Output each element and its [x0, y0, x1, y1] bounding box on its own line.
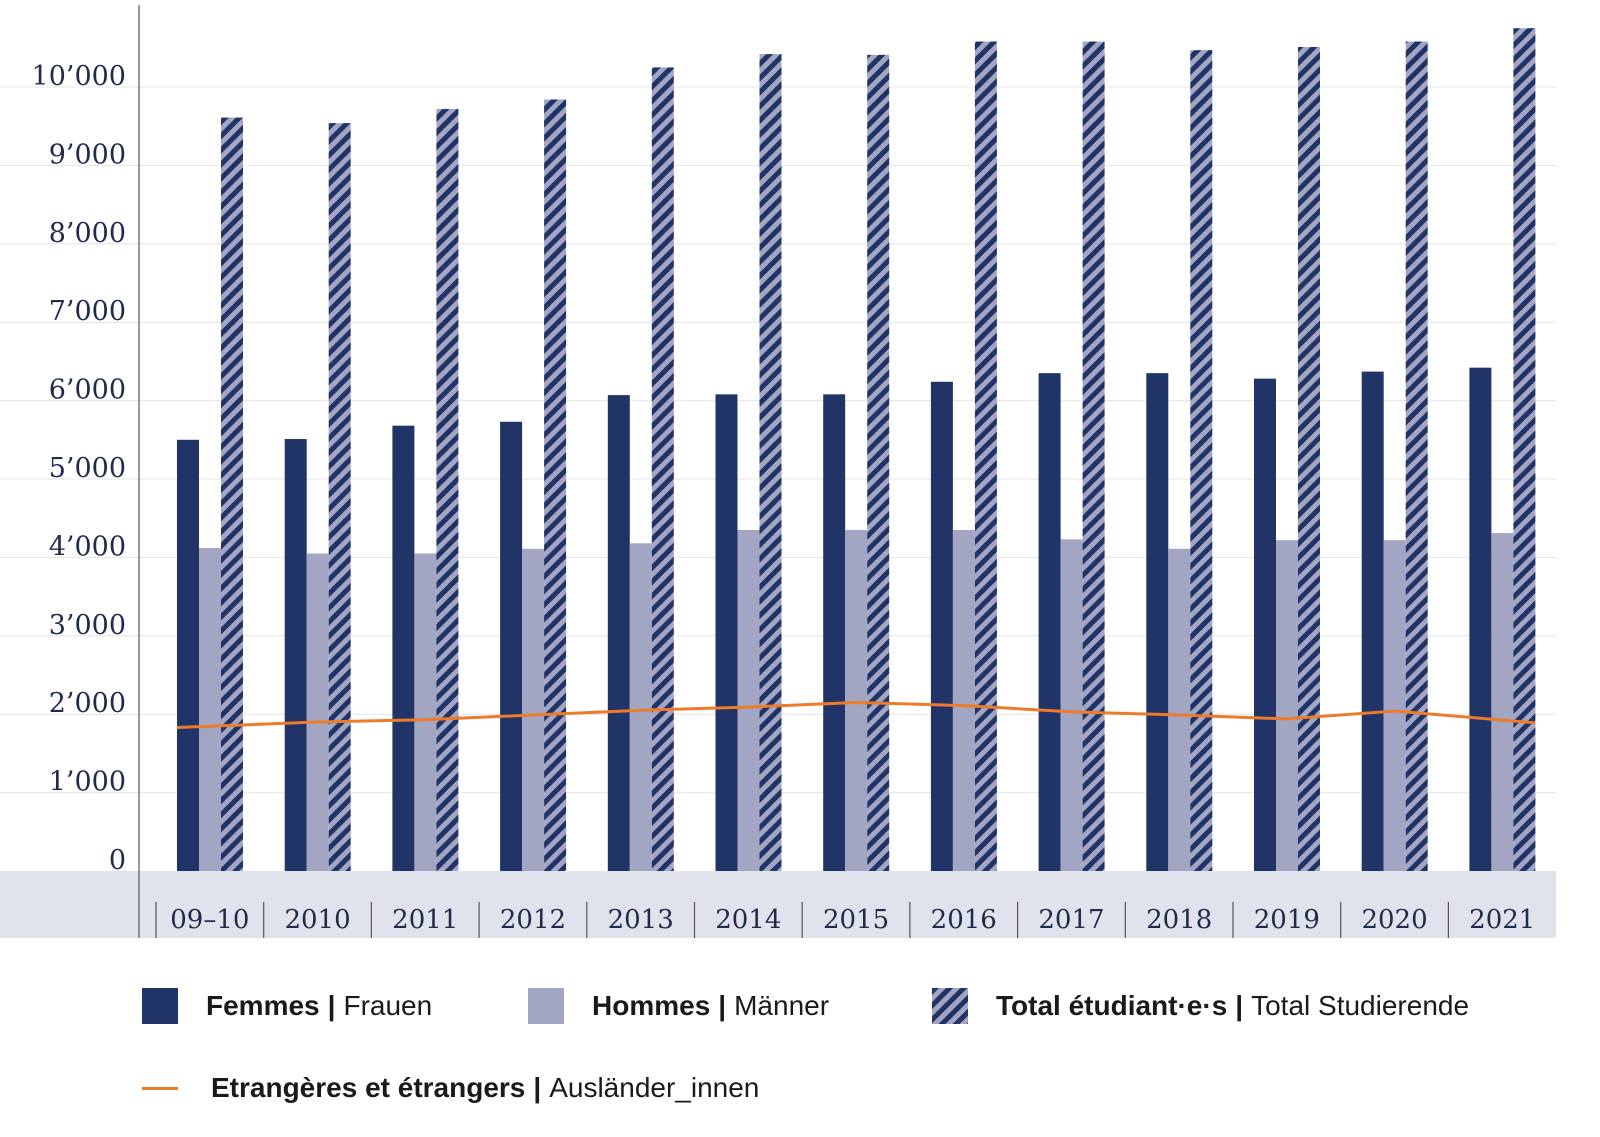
y-tick-label: 10’000: [32, 61, 126, 92]
bar-women: [284, 439, 307, 871]
legend-item-foreign: Etrangères et étrangers | Ausländer_innen: [142, 1072, 759, 1104]
bar-women: [392, 425, 415, 871]
bar-total: [436, 108, 459, 871]
legend-label-women-fr: Femmes: [206, 990, 320, 1021]
legend-item-women: Femmes | Frauen: [142, 988, 432, 1024]
y-tick-label: 1’000: [49, 767, 126, 798]
legend-label-foreign-de: Ausländer_innen: [549, 1072, 760, 1103]
foreign-line: [176, 700, 1536, 730]
y-tick-label: 3’000: [49, 610, 126, 641]
x-tick-label: 2015: [823, 905, 889, 935]
x-tick-label: 2013: [608, 905, 674, 935]
bar-women: [1469, 367, 1492, 871]
legend-label-men-de: Männer: [734, 990, 830, 1021]
bar-men: [1383, 540, 1406, 871]
bar-men: [1168, 548, 1191, 871]
y-tick-label: 7’000: [49, 296, 126, 327]
bar-women: [500, 421, 523, 871]
x-tick-label: 2016: [931, 905, 997, 935]
bar-total: [328, 123, 351, 871]
bar-women: [607, 395, 630, 871]
y-axis-ticks: 0 1’000 2’000 3’000 4’000 5’000 6’000 7’000 8’00…: [32, 61, 126, 876]
x-tick-label: 2011: [392, 905, 458, 935]
bar-men: [1491, 533, 1514, 871]
bar-total: [651, 67, 674, 871]
bar-total: [759, 54, 782, 871]
y-tick-label: 9’000: [49, 139, 126, 170]
bar-men: [952, 529, 975, 871]
x-tick-label: 2014: [715, 905, 781, 935]
bars: [177, 28, 1536, 872]
bar-women: [715, 394, 738, 871]
x-axis-band: [0, 871, 1556, 938]
legend-swatch-men: [528, 988, 564, 1024]
x-axis-ticks: 09–10 2010 2011 2012 2013 2014 2015 2016 2017 201…: [155, 902, 1535, 938]
x-tick-label: 2019: [1254, 905, 1320, 935]
bar-total: [1190, 50, 1213, 872]
y-tick-label: 4’000: [49, 531, 126, 562]
x-tick-label: 2021: [1469, 905, 1535, 935]
x-tick-label: 2017: [1038, 905, 1104, 935]
legend-separator: |: [533, 1072, 542, 1103]
legend-swatch-foreign: [142, 1086, 178, 1090]
legend-item-men: Hommes | Männer: [528, 988, 829, 1024]
bar-women: [1254, 378, 1276, 871]
bar-total: [1405, 41, 1428, 871]
legend-label-total-de: Total Studierende: [1251, 990, 1470, 1021]
bar-total: [221, 117, 243, 872]
bar-total: [544, 99, 567, 871]
legend-label-total-fr: Total étudiant·e·s: [996, 990, 1228, 1021]
bar-total: [1298, 47, 1320, 872]
y-tick-label: 2’000: [49, 688, 126, 719]
legend-separator: |: [327, 990, 336, 1021]
bar-women: [1038, 373, 1061, 871]
bar-women: [1146, 373, 1169, 871]
legend-swatch-women: [142, 988, 178, 1024]
bar-women: [823, 394, 846, 871]
bar-women: [1361, 371, 1384, 871]
legend-label-men-fr: Hommes: [592, 990, 711, 1021]
bar-men: [1276, 540, 1298, 871]
bar-men: [629, 543, 652, 871]
bar-men: [306, 553, 329, 871]
x-tick-label: 2012: [500, 905, 566, 935]
legend-label-women-de: Frauen: [343, 990, 433, 1021]
line-foreign: [176, 700, 1536, 730]
chart-plot: 0 1’000 2’000 3’000 4’000 5’000 6’000 7’000 8’00…: [0, 5, 1556, 938]
legend-separator: |: [1235, 990, 1244, 1021]
bar-total: [1082, 41, 1105, 871]
x-tick-label: 09–10: [170, 905, 249, 935]
bar-men: [1060, 539, 1083, 871]
y-tick-label: 0: [109, 845, 126, 876]
legend-item-total: Total étudiant·e·s | Total Studierende: [932, 988, 1469, 1024]
y-tick-label: 5’000: [49, 453, 126, 484]
bar-men: [414, 553, 437, 871]
bar-women: [930, 381, 953, 871]
legend-swatch-total: [932, 988, 968, 1024]
bar-men: [845, 529, 868, 871]
y-tick-label: 6’000: [49, 375, 126, 406]
bar-men: [199, 547, 221, 871]
bar-total: [867, 54, 890, 871]
x-tick-label: 2018: [1146, 905, 1212, 935]
x-tick-label: 2010: [284, 905, 350, 935]
bar-men: [737, 529, 760, 871]
bar-men: [522, 548, 545, 871]
bar-total: [1513, 28, 1536, 871]
bar-total: [974, 41, 997, 871]
legend-swatch-total-fill: [932, 988, 968, 1024]
legend-label-foreign-fr: Etrangères et étrangers: [211, 1072, 526, 1103]
x-tick-label: 2020: [1361, 905, 1427, 935]
y-tick-label: 8’000: [49, 218, 126, 249]
legend-separator: |: [718, 990, 727, 1021]
bar-women: [177, 439, 199, 871]
